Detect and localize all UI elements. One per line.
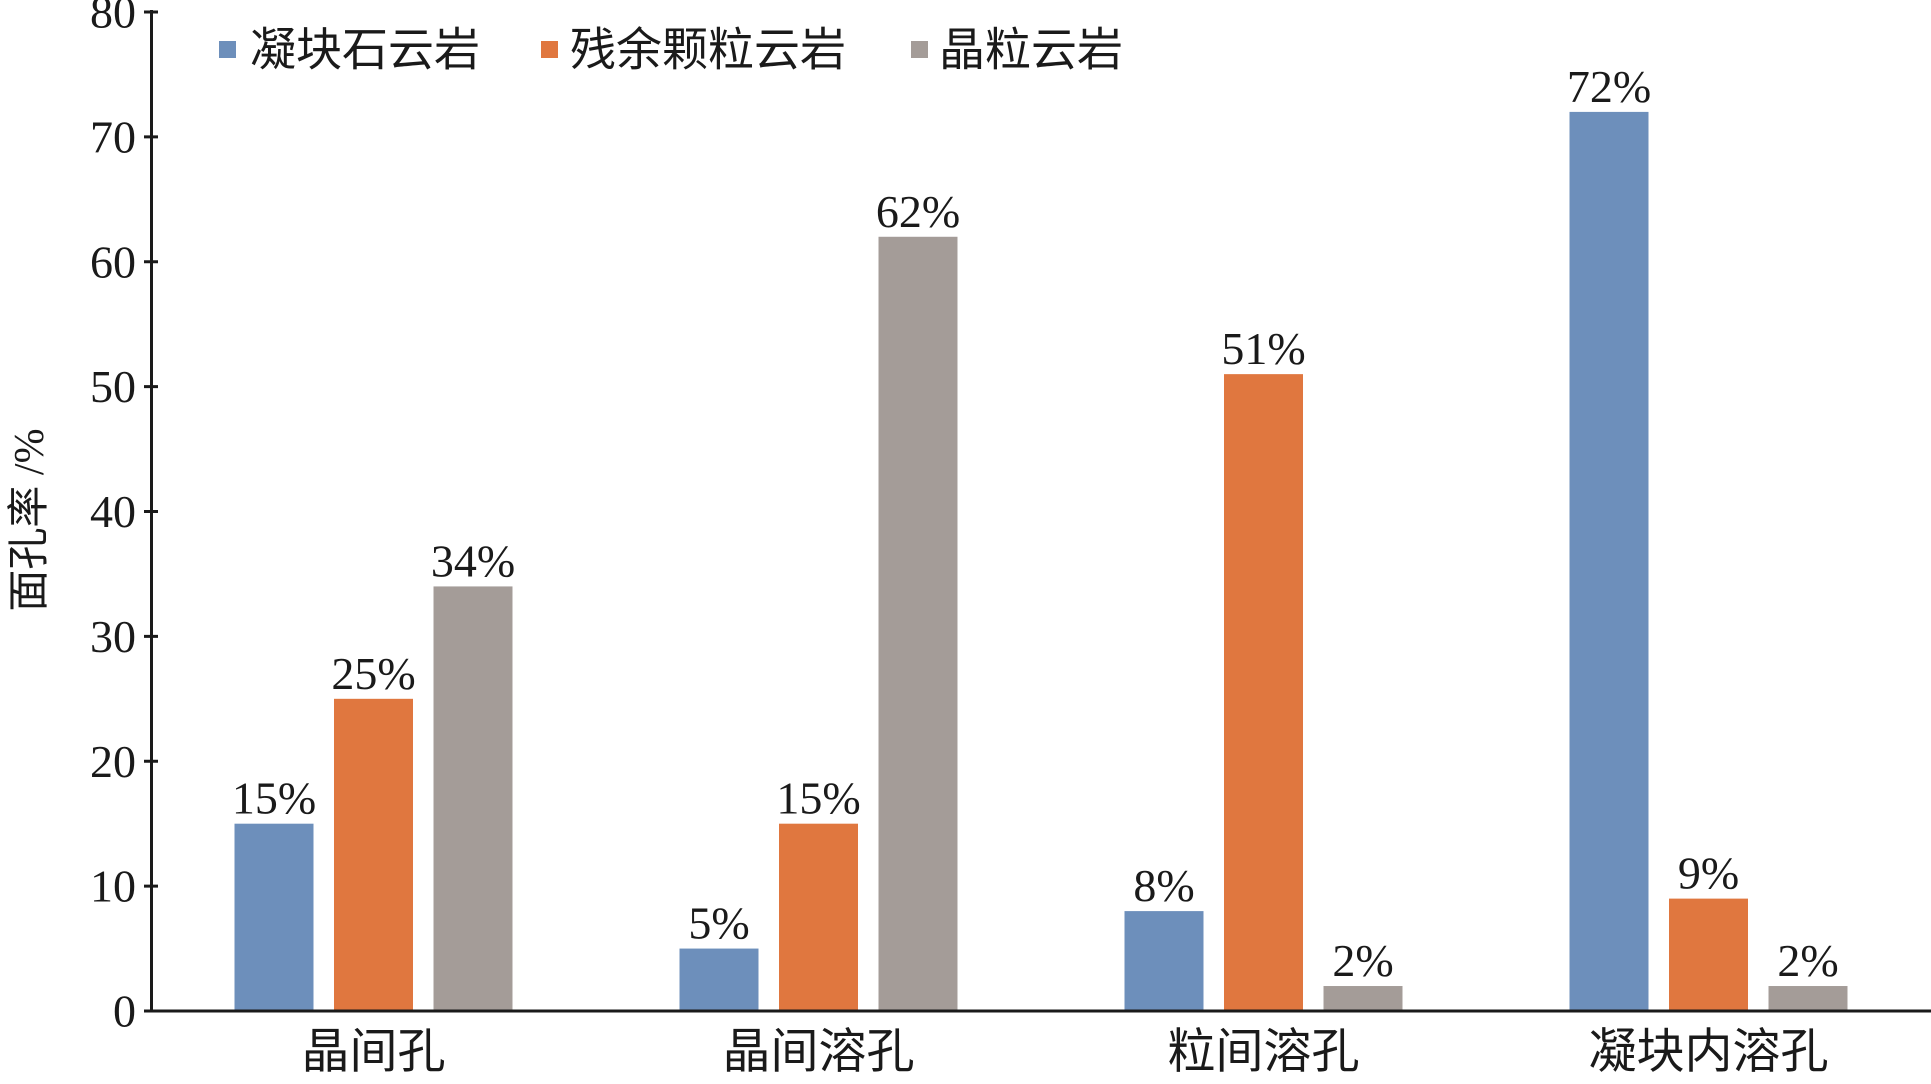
bar-value-label: 2% [1332, 935, 1393, 986]
y-tick-label: 40 [90, 486, 136, 537]
bar-series-3-category-3 [1323, 986, 1403, 1011]
bar-value-label: 5% [688, 898, 749, 949]
y-axis-title: 面孔率 /% [6, 428, 53, 611]
legend-item-series-2: 残余颗粒云岩 [541, 25, 846, 76]
bar-series-2-category-2 [779, 823, 858, 1011]
legend-label: 凝块石云岩 [250, 25, 480, 76]
y-tick-label: 70 [90, 111, 136, 162]
y-tick-label: 10 [90, 861, 136, 912]
bar-series-2-category-3 [1224, 374, 1303, 1011]
legend-swatch [541, 41, 558, 58]
bar-series-3-category-4 [1768, 986, 1848, 1011]
legend-label: 晶粒云岩 [939, 25, 1123, 76]
bar-value-label: 62% [876, 186, 960, 237]
bar-value-label: 51% [1221, 323, 1305, 374]
bar-series-1-category-4 [1569, 111, 1649, 1011]
bar-value-label: 15% [776, 773, 860, 824]
legend-label: 残余颗粒云岩 [570, 25, 846, 76]
bar-series-3-category-2 [878, 236, 958, 1011]
bar-series-2-category-1 [334, 698, 413, 1011]
legend-swatch [911, 41, 928, 58]
y-tick-label: 20 [90, 736, 136, 787]
bar-value-label: 25% [331, 648, 415, 699]
x-category-label: 粒间溶孔 [1167, 1026, 1359, 1079]
bar-series-3-category-1 [433, 586, 513, 1011]
y-axis-ticks: 0 10 20 30 40 50 60 70 80 [90, 0, 158, 1037]
legend-item-series-1: 凝块石云岩 [219, 25, 480, 76]
bar-value-label: 15% [232, 773, 316, 824]
x-axis-category-labels: 晶间孔 晶间溶孔 粒间溶孔 凝块内溶孔 [301, 1026, 1828, 1079]
legend: 凝块石云岩 残余颗粒云岩 晶粒云岩 [219, 25, 1123, 76]
legend-item-series-3: 晶粒云岩 [911, 25, 1123, 76]
bar-series-2-category-4 [1669, 898, 1748, 1011]
value-labels-layer: 15% 5% 8% 72% 25% 15% 51% 9% 34% 62% 2% 2% [232, 61, 1839, 986]
bar-series-1-category-1 [234, 823, 314, 1011]
bar-value-label: 9% [1678, 848, 1739, 899]
bar-value-label: 72% [1567, 61, 1651, 112]
bar-value-label: 8% [1133, 860, 1194, 911]
bar-value-label: 34% [431, 535, 515, 586]
x-category-label: 晶间溶孔 [722, 1026, 914, 1079]
bar-value-label: 2% [1777, 935, 1838, 986]
x-category-label: 晶间孔 [301, 1026, 445, 1079]
y-tick-label: 80 [90, 0, 136, 38]
y-tick-label: 0 [113, 986, 136, 1037]
bar-series-1-category-3 [1124, 911, 1204, 1011]
legend-swatch [219, 41, 236, 58]
y-tick-label: 30 [90, 611, 136, 662]
bars-layer [234, 111, 1848, 1011]
y-tick-label: 50 [90, 361, 136, 412]
bar-series-1-category-2 [679, 948, 759, 1011]
y-tick-label: 60 [90, 236, 136, 287]
x-category-label: 凝块内溶孔 [1588, 1026, 1828, 1079]
